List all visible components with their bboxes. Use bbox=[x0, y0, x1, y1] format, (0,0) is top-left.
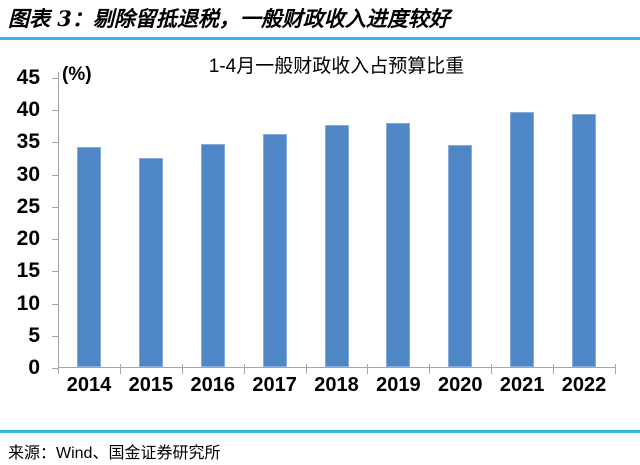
y-tick-mark-10 bbox=[52, 303, 58, 305]
x-tick-mark-8 bbox=[553, 364, 555, 374]
x-axis-label-2020: 2020 bbox=[438, 374, 483, 396]
y-tick-label-0: 0 bbox=[28, 356, 40, 379]
x-axis-label-2021: 2021 bbox=[499, 374, 545, 396]
bar-2020 bbox=[448, 145, 473, 367]
y-tick-label-35: 35 bbox=[16, 130, 40, 154]
y-tick-label-15: 15 bbox=[16, 259, 40, 283]
bar-2018 bbox=[324, 124, 349, 367]
top-divider-rule bbox=[0, 37, 640, 40]
x-tick-mark-5 bbox=[367, 364, 369, 374]
y-tick-mark-30 bbox=[52, 174, 58, 176]
bar-2017 bbox=[262, 133, 287, 367]
x-tick-mark-7 bbox=[491, 364, 493, 374]
figure-caption: 图表 3：剔除留抵退税，一般财政收入进度较好 bbox=[8, 6, 450, 31]
x-tick-mark-6 bbox=[429, 364, 431, 374]
y-tick-mark-5 bbox=[52, 335, 58, 337]
plot-area: (%) 0 5 10 15 20 25 30 35 40 45 2014 2015 2016 2017 20… bbox=[17, 64, 616, 396]
x-axis-label-2014: 2014 bbox=[66, 374, 112, 396]
y-tick-label-5: 5 bbox=[28, 323, 40, 347]
chart-title: 1-4月一般财政收入占预算比重 bbox=[208, 56, 465, 77]
y-tick-label-40: 40 bbox=[16, 98, 40, 122]
x-tick-mark-4 bbox=[305, 364, 307, 374]
y-tick-label-45: 45 bbox=[16, 66, 40, 89]
y-axis-unit-label: (%) bbox=[62, 64, 92, 85]
y-tick-label-10: 10 bbox=[16, 291, 40, 315]
x-axis-line bbox=[58, 367, 615, 368]
x-tick-mark-3 bbox=[243, 364, 245, 374]
bar-2022 bbox=[572, 114, 597, 367]
x-axis-label-2015: 2015 bbox=[128, 374, 174, 396]
x-tick-mark-0 bbox=[58, 364, 59, 374]
y-tick-label-25: 25 bbox=[16, 194, 40, 218]
bar-2019 bbox=[386, 123, 411, 367]
y-tick-mark-45 bbox=[52, 78, 58, 79]
y-tick-mark-40 bbox=[52, 110, 58, 112]
y-tick-mark-20 bbox=[52, 239, 58, 241]
y-tick-label-30: 30 bbox=[16, 162, 40, 186]
source-note: 来源：Wind、国金证券研究所 bbox=[8, 445, 221, 462]
bar-2014 bbox=[76, 147, 101, 367]
x-axis-label-2019: 2019 bbox=[376, 374, 421, 396]
y-tick-mark-25 bbox=[52, 206, 58, 208]
x-tick-mark-1 bbox=[119, 364, 121, 374]
bar-2016 bbox=[200, 144, 225, 367]
y-tick-label-20: 20 bbox=[16, 227, 40, 251]
x-axis-label-2018: 2018 bbox=[314, 374, 359, 396]
x-axis-label-2022: 2022 bbox=[561, 374, 607, 396]
bar-2015 bbox=[138, 158, 163, 367]
x-tick-mark-9 bbox=[615, 364, 616, 374]
y-axis-line bbox=[58, 72, 59, 368]
y-tick-mark-15 bbox=[52, 271, 58, 273]
x-axis-label-2017: 2017 bbox=[252, 374, 297, 396]
y-tick-mark-35 bbox=[52, 142, 58, 144]
bar-2021 bbox=[510, 112, 535, 367]
x-tick-mark-2 bbox=[181, 364, 183, 374]
x-axis-label-2016: 2016 bbox=[190, 374, 235, 396]
bottom-divider-rule bbox=[0, 430, 640, 433]
y-tick-mark-0 bbox=[52, 368, 58, 369]
